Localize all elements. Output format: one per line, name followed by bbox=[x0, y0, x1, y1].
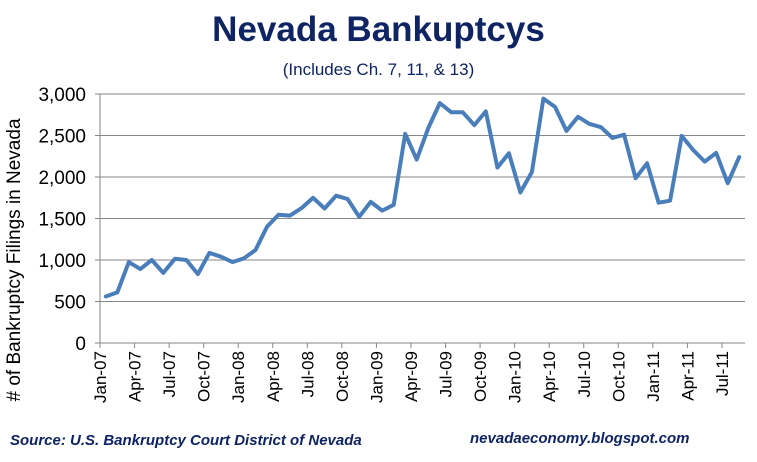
x-tick-label: Apr-08 bbox=[264, 351, 283, 402]
x-tick-label: Jul-08 bbox=[298, 351, 317, 397]
source-note: Source: U.S. Bankruptcy Court District o… bbox=[10, 432, 362, 449]
x-tick-label: Jul-11 bbox=[713, 351, 732, 396]
chart-subtitle: (Includes Ch. 7, 11, & 13) bbox=[282, 60, 475, 79]
x-tick-label: Jan-10 bbox=[506, 351, 525, 403]
x-tick-label: Jan-09 bbox=[367, 351, 386, 403]
chart-title: Nevada Bankuptcys bbox=[212, 10, 545, 49]
y-tick-label: 500 bbox=[54, 293, 86, 314]
x-tick-label: Jan-11 bbox=[644, 351, 663, 402]
x-tick-label: Apr-10 bbox=[540, 351, 559, 402]
x-tick-label: Jul-09 bbox=[437, 351, 456, 397]
x-axis-ticks: Jan-07 Apr-07 Jul-07 Oct-07 Jan-08 Apr-08 Jul-… bbox=[91, 343, 732, 403]
x-tick-label: Oct-08 bbox=[333, 351, 352, 402]
series-line bbox=[103, 96, 742, 299]
x-tick-label: Oct-07 bbox=[195, 351, 214, 402]
y-tick-label: 1,500 bbox=[38, 210, 86, 231]
y-tick-label: 2,500 bbox=[38, 127, 86, 148]
x-tick-label: Jan-07 bbox=[91, 351, 110, 403]
x-tick-label: Apr-11 bbox=[678, 351, 697, 401]
x-tick-label: Apr-07 bbox=[126, 351, 145, 402]
website-credit: nevadaeconomy.blogspot.com bbox=[470, 430, 690, 447]
x-tick-label: Oct-10 bbox=[609, 351, 628, 402]
y-tick-label: 0 bbox=[75, 334, 86, 355]
y-tick-label: 1,000 bbox=[38, 251, 86, 272]
x-axis bbox=[99, 94, 745, 344]
x-tick-label: Jan-08 bbox=[229, 351, 248, 403]
y-tick-label: 2,000 bbox=[38, 168, 86, 189]
x-tick-label: Apr-09 bbox=[402, 351, 421, 402]
x-tick-label: Jul-07 bbox=[160, 351, 179, 397]
y-axis-ticks: 0 500 1,000 1,500 2,000 2,500 3,000 bbox=[38, 85, 100, 355]
y-tick-label: 3,000 bbox=[38, 85, 86, 106]
x-tick-label: Oct-09 bbox=[471, 351, 490, 402]
x-tick-label: Jul-10 bbox=[575, 351, 594, 397]
